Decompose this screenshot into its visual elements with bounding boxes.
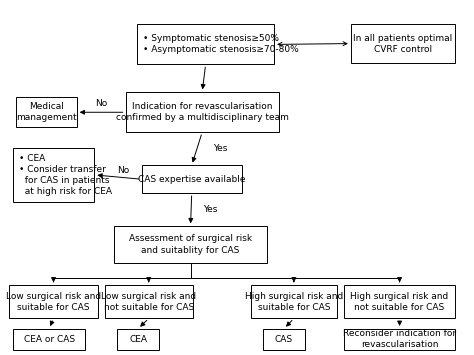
Text: Yes: Yes xyxy=(214,144,228,153)
Text: Low surgical risk and
not suitable for CAS: Low surgical risk and not suitable for C… xyxy=(101,292,196,312)
FancyBboxPatch shape xyxy=(263,329,305,350)
Text: High surgical risk and
suitable for CAS: High surgical risk and suitable for CAS xyxy=(245,292,343,312)
FancyBboxPatch shape xyxy=(142,165,242,193)
FancyBboxPatch shape xyxy=(126,92,279,132)
Text: Low surgical risk and
suitable for CAS: Low surgical risk and suitable for CAS xyxy=(6,292,101,312)
Text: No: No xyxy=(95,99,107,108)
Text: CEA or CAS: CEA or CAS xyxy=(24,335,75,344)
Text: Indication for revascularisation
confirmed by a multidisciplinary team: Indication for revascularisation confirm… xyxy=(116,102,289,122)
FancyBboxPatch shape xyxy=(251,285,337,318)
FancyBboxPatch shape xyxy=(16,98,77,127)
FancyBboxPatch shape xyxy=(114,226,267,263)
FancyBboxPatch shape xyxy=(137,24,274,65)
FancyBboxPatch shape xyxy=(344,285,456,318)
Text: CEA: CEA xyxy=(129,335,147,344)
Text: High surgical risk and
not suitable for CAS: High surgical risk and not suitable for … xyxy=(350,292,449,312)
FancyBboxPatch shape xyxy=(105,285,193,318)
Text: In all patients optimal
CVRF control: In all patients optimal CVRF control xyxy=(354,33,453,54)
Text: No: No xyxy=(117,166,129,175)
Text: CAS expertise available: CAS expertise available xyxy=(138,175,246,184)
Text: Medical
management: Medical management xyxy=(16,102,77,122)
Text: CAS: CAS xyxy=(275,335,293,344)
Text: • Symptomatic stenosis≥50%
• Asymptomatic stenosis≥70-80%: • Symptomatic stenosis≥50% • Asymptomati… xyxy=(143,34,299,54)
Text: • CEA
• Consider transfer
  for CAS in patients
  at high risk for CEA: • CEA • Consider transfer for CAS in pat… xyxy=(18,154,112,196)
Text: Assessment of surgical risk
and suitablity for CAS: Assessment of surgical risk and suitabli… xyxy=(129,234,252,255)
FancyBboxPatch shape xyxy=(344,329,456,350)
FancyBboxPatch shape xyxy=(13,148,94,202)
FancyBboxPatch shape xyxy=(9,285,98,318)
FancyBboxPatch shape xyxy=(117,329,159,350)
FancyBboxPatch shape xyxy=(351,24,456,63)
FancyBboxPatch shape xyxy=(13,329,85,350)
Text: Reconsider indication for
revascularisation: Reconsider indication for revascularisat… xyxy=(343,329,456,349)
Text: Yes: Yes xyxy=(203,205,218,214)
